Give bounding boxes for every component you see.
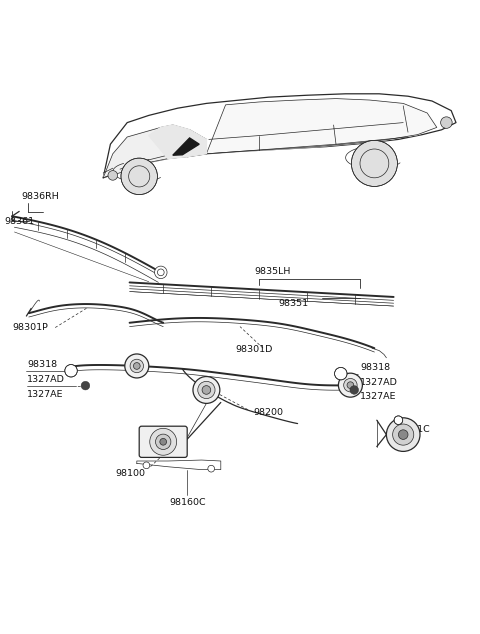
Circle shape: [347, 382, 354, 389]
Polygon shape: [103, 125, 206, 178]
Text: 98160C: 98160C: [169, 498, 205, 507]
Text: 9836RH: 9836RH: [22, 192, 60, 201]
Text: 1327AD: 1327AD: [360, 378, 398, 387]
Circle shape: [202, 385, 211, 394]
Circle shape: [393, 424, 414, 445]
Text: 1327AE: 1327AE: [27, 390, 64, 399]
Circle shape: [344, 378, 357, 392]
Polygon shape: [149, 125, 206, 158]
Circle shape: [335, 367, 347, 380]
Circle shape: [338, 373, 362, 397]
Text: 98351: 98351: [278, 299, 309, 308]
Text: 9835LH: 9835LH: [254, 267, 291, 276]
Circle shape: [193, 377, 220, 403]
Text: 98131C: 98131C: [394, 425, 431, 434]
Circle shape: [198, 381, 215, 399]
Circle shape: [351, 140, 397, 186]
Text: 98100: 98100: [115, 469, 145, 477]
Text: 1327AE: 1327AE: [360, 392, 396, 401]
Text: 1327AD: 1327AD: [27, 375, 65, 384]
Circle shape: [125, 354, 149, 378]
Circle shape: [121, 158, 157, 195]
Text: 98301P: 98301P: [12, 323, 48, 332]
Text: 98318: 98318: [360, 363, 390, 372]
Circle shape: [65, 365, 77, 377]
Circle shape: [386, 418, 420, 451]
Circle shape: [155, 266, 167, 278]
Text: 98200: 98200: [253, 408, 283, 417]
Circle shape: [350, 385, 359, 394]
Text: 98361: 98361: [5, 216, 35, 226]
Polygon shape: [173, 138, 199, 155]
Circle shape: [398, 430, 408, 439]
Circle shape: [108, 171, 118, 180]
Circle shape: [441, 117, 452, 128]
Circle shape: [81, 381, 90, 390]
FancyBboxPatch shape: [139, 426, 187, 457]
Text: 98318: 98318: [27, 360, 58, 369]
Circle shape: [208, 465, 215, 472]
Circle shape: [160, 439, 167, 445]
Polygon shape: [206, 99, 437, 154]
Circle shape: [130, 359, 144, 373]
Circle shape: [150, 429, 177, 455]
Circle shape: [394, 416, 403, 425]
Circle shape: [156, 434, 171, 450]
Circle shape: [143, 462, 150, 469]
Text: 98301D: 98301D: [235, 345, 273, 354]
Circle shape: [133, 363, 140, 370]
